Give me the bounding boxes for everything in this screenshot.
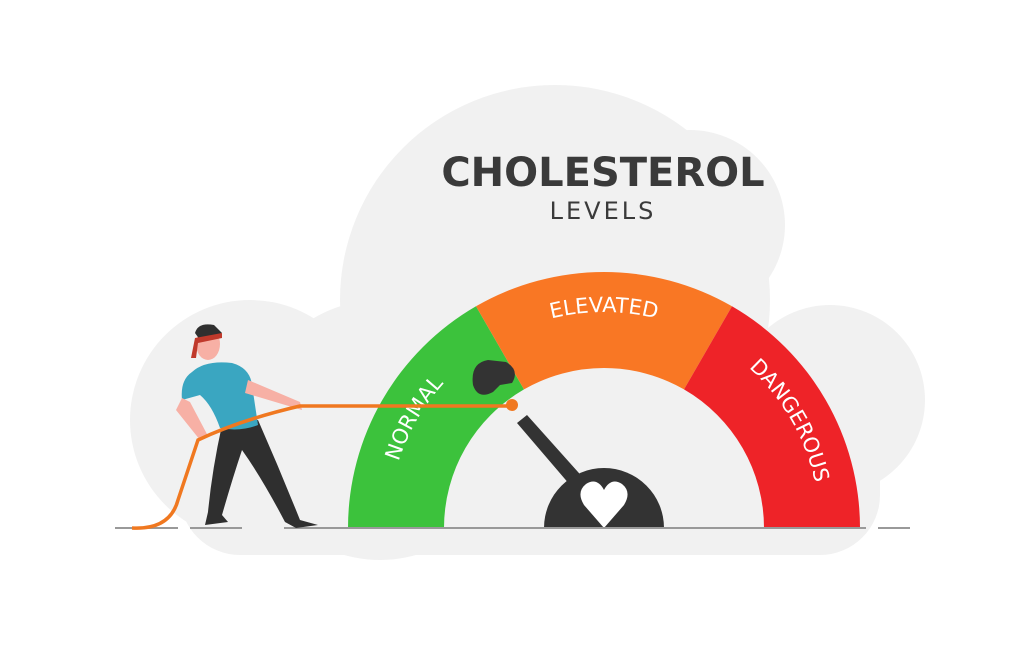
heart-icon: [580, 481, 628, 528]
gauge-segment-normal: [348, 306, 524, 528]
title: CHOLESTEROL: [441, 150, 764, 196]
gauge-segment-dangerous: [684, 306, 860, 528]
needle-tip: [472, 360, 515, 395]
person-pulling-rope: [131, 324, 518, 530]
gauge-segment-elevated: [476, 272, 732, 390]
subtitle: LEVELS: [550, 197, 657, 225]
